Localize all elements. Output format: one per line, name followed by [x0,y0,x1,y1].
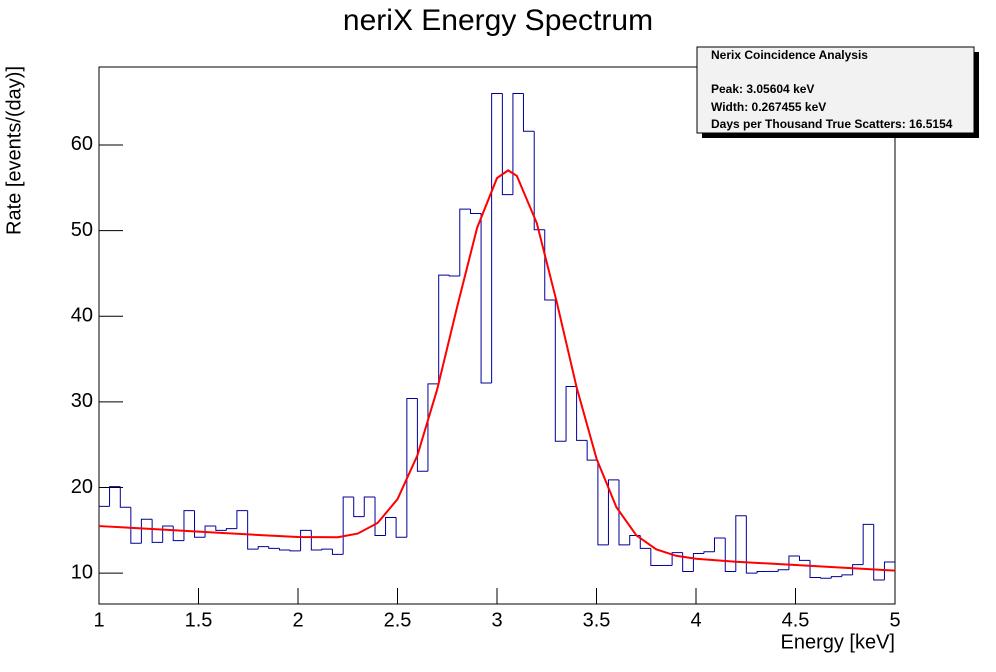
stats-panel [696,46,975,134]
histogram-bin [597,460,609,546]
histogram-bin [140,518,153,544]
histogram-bin [448,275,460,277]
plot-frame [98,66,896,605]
histogram-bin [682,552,694,572]
histogram-bin [416,398,428,472]
histogram-bin [119,486,131,508]
histogram-bin [703,551,715,554]
stats-line: Days per Thousand True Scatters: 16.5154 [711,117,953,131]
x-tick-label: 3.5 [583,609,611,631]
stats-box: Nerix Coincidence Analysis Peak: 3.05604… [696,46,979,138]
histogram-bin [374,496,386,536]
x-tick-label: 2 [292,609,303,631]
x-tick-label: 2.5 [384,609,412,631]
histogram-bin [852,564,864,575]
histogram-bin [331,549,344,555]
histogram-bin [470,209,482,214]
histogram-bin [639,535,651,549]
y-tick-label: 60 [71,133,93,155]
fit-curve [98,169,896,572]
histogram-bin [777,569,789,572]
histogram-bin [798,556,811,561]
histogram-bin [395,517,407,538]
histogram-bin [406,397,418,538]
histogram-bin [788,555,800,570]
histogram-bin [618,479,630,546]
histogram-bin [671,552,683,566]
histogram-bin [501,93,513,196]
histogram-bin [204,525,216,538]
histogram-bin [491,93,503,384]
y-tick-label: 30 [71,390,93,412]
histogram-bin [735,515,747,572]
histogram-bin [130,507,142,544]
histogram-bin [650,548,662,566]
histogram-bin [289,550,301,552]
histogram-bin [427,383,439,472]
stats-line: Width: 0.267455 keV [711,100,826,114]
stats-title: Nerix Coincidence Analysis [711,48,868,62]
x-tick-label: 3 [491,609,502,631]
x-tick-label: 1 [93,609,104,631]
histogram-bin [576,386,588,441]
histogram-bin [873,524,885,581]
histogram-bin [459,208,471,276]
x-tick-label: 1.5 [185,609,213,631]
x-tick-label: 4 [690,609,701,631]
histogram-bin [586,440,598,461]
histogram-bin [162,525,174,543]
histogram-bin [522,93,535,132]
histogram-bin [342,496,354,555]
x-axis-label: Energy [keV] [780,631,895,653]
histogram-bin [236,510,248,529]
histogram-bin [862,523,874,565]
histogram-bin [172,526,184,542]
histogram-bin [310,530,322,551]
histogram-bin [321,548,333,551]
y-tick-label: 50 [71,219,93,241]
histogram-bin [300,529,312,551]
histogram-bin [714,537,726,552]
stats-line: Peak: 3.05604 keV [711,82,814,96]
y-tick-label: 10 [71,561,93,583]
histogram-bin [512,93,524,195]
histogram-bin [480,213,492,384]
histogram-bin [215,526,227,531]
histogram-bin [554,299,567,442]
histogram-bin [278,548,291,551]
histogram-bin [533,131,545,231]
histogram-bin [809,560,821,578]
histogram-bin [830,576,842,579]
x-tick-label: 5 [889,609,900,631]
histogram-bin [257,546,269,550]
histogram-bin [756,570,768,574]
y-axis-label: Rate [events/(day)] [3,66,25,235]
histogram-bin [745,515,758,574]
histogram-bin [692,552,704,572]
histogram-bin [151,519,163,543]
histogram-bin [607,479,619,545]
y-tick-label: 20 [71,476,93,498]
histogram-bin [820,577,832,579]
histogram-bin [268,546,280,549]
y-tick-label: 40 [71,305,93,327]
histogram-bin [109,486,121,507]
histogram-bin [841,574,853,577]
x-tick-label: 4.5 [782,609,810,631]
histogram-bin [194,510,206,538]
chart-title: neriX Energy Spectrum [343,4,653,37]
histogram-bin [183,510,195,541]
histogram-bin [363,496,376,517]
histogram-bin [724,538,736,572]
histogram-bin [225,528,237,531]
histogram-bin [385,516,397,536]
histogram-bin [353,496,365,518]
histogram-bin [438,274,450,384]
histogram-bin [247,510,259,550]
histogram-bin [565,385,577,442]
histogram-bin [883,561,895,581]
